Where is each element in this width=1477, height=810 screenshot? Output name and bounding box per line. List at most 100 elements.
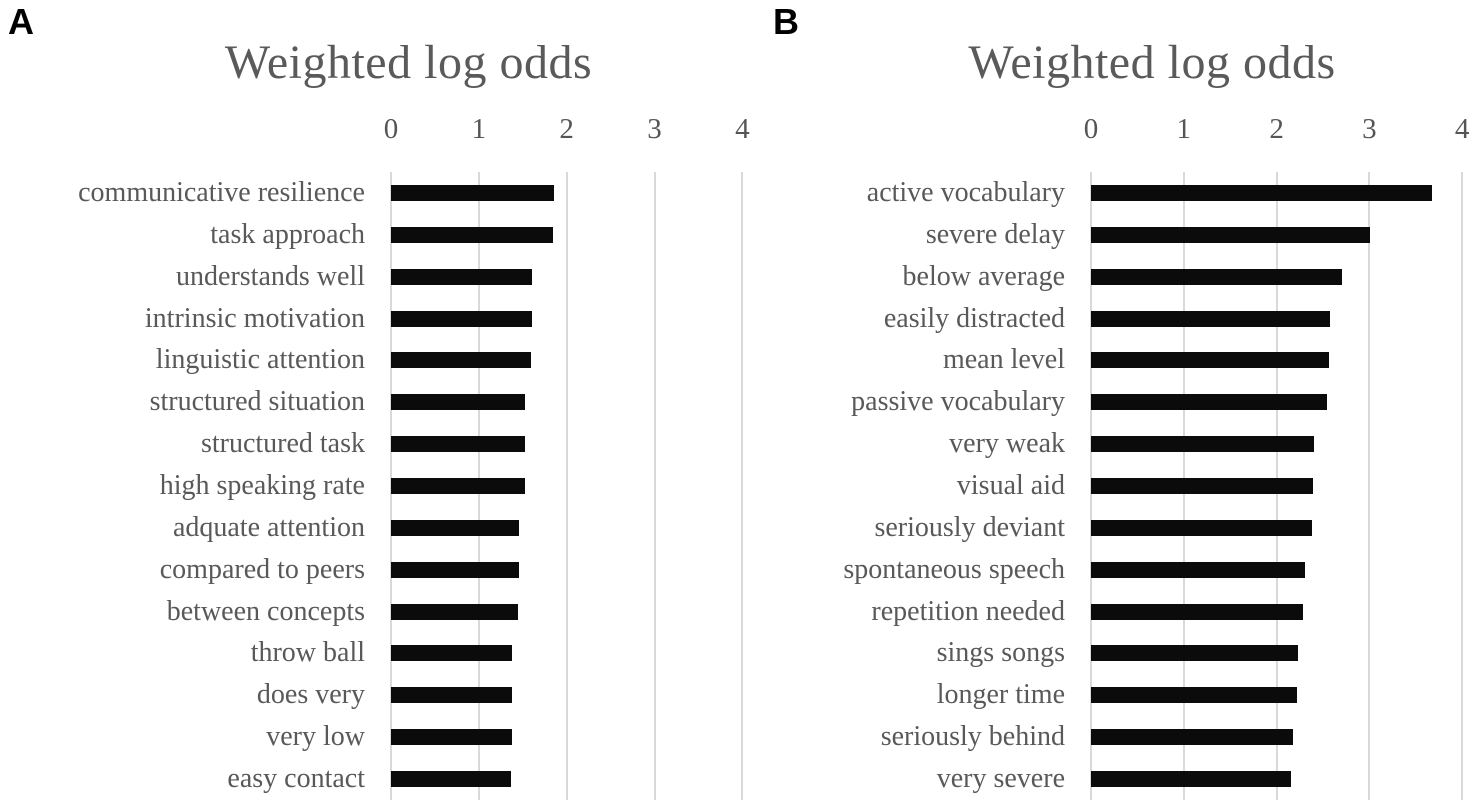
x-axis-tick-label: 0 bbox=[1083, 113, 1099, 145]
bar-row: passive vocabulary bbox=[745, 381, 1477, 423]
bar-row: understands well bbox=[0, 256, 745, 298]
bar-area bbox=[391, 465, 745, 507]
category-label: visual aid bbox=[956, 469, 1065, 501]
x-axis-tick-label: 3 bbox=[1362, 113, 1377, 145]
bar-area bbox=[1091, 758, 1477, 800]
category-label: spontaneous speech bbox=[843, 553, 1065, 585]
category-label: throw ball bbox=[250, 637, 365, 669]
plot-area-a: communicative resilience task approach und… bbox=[0, 172, 745, 800]
bar bbox=[1091, 729, 1294, 746]
category-label: between concepts bbox=[166, 595, 365, 627]
bar-row: does very bbox=[0, 674, 745, 716]
bar-area bbox=[1091, 549, 1477, 591]
axis-label-spacer bbox=[0, 106, 391, 152]
bar-area bbox=[1091, 214, 1477, 256]
bar-area bbox=[391, 423, 745, 465]
category-label: active vocabulary bbox=[866, 176, 1065, 208]
bar bbox=[1091, 394, 1327, 411]
bar bbox=[391, 394, 526, 411]
panel-a: A Weighted log odds 0 1 2 3 4 communicative … bbox=[0, 4, 750, 800]
category-label: adquate attention bbox=[172, 511, 365, 543]
bar-row: throw ball bbox=[0, 632, 745, 674]
bar-row: linguistic attention bbox=[0, 339, 745, 381]
chart-title-b: Weighted log odds bbox=[968, 36, 1336, 89]
bar-row: longer time bbox=[745, 674, 1477, 716]
bar-row: communicative resilience bbox=[0, 172, 745, 214]
bar-row: seriously deviant bbox=[745, 507, 1477, 549]
category-label: compared to peers bbox=[159, 553, 365, 585]
bar-area bbox=[1091, 465, 1477, 507]
x-axis-tick-label: 0 bbox=[383, 113, 399, 145]
bar-rows: communicative resilience task approach und… bbox=[0, 172, 745, 800]
category-label: does very bbox=[256, 679, 365, 711]
bar-area bbox=[1091, 339, 1477, 381]
bar-row: very severe bbox=[745, 758, 1477, 800]
x-axis-b: 0 1 2 3 4 bbox=[745, 106, 1477, 152]
bar-row: mean level bbox=[745, 339, 1477, 381]
category-label: very weak bbox=[949, 428, 1065, 460]
bar-area bbox=[391, 214, 745, 256]
plot-area-b: active vocabulary severe delay below avera… bbox=[745, 172, 1477, 800]
bar-row: task approach bbox=[0, 214, 745, 256]
bar-area bbox=[1091, 298, 1477, 340]
bar bbox=[391, 184, 554, 201]
bar-area bbox=[391, 758, 745, 800]
bar-row: severe delay bbox=[745, 214, 1477, 256]
bar-area bbox=[391, 591, 745, 633]
bar-area bbox=[391, 549, 745, 591]
bar-row: repetition needed bbox=[745, 591, 1477, 633]
bar-row: easily distracted bbox=[745, 298, 1477, 340]
bar-area bbox=[391, 507, 745, 549]
bar bbox=[391, 645, 513, 662]
bar bbox=[1091, 352, 1330, 369]
bar-area bbox=[1091, 632, 1477, 674]
x-axis-tick-label: 1 bbox=[471, 113, 487, 145]
bar bbox=[391, 729, 513, 746]
category-label: easily distracted bbox=[883, 302, 1065, 334]
chart-title-a: Weighted log odds bbox=[224, 36, 593, 89]
bar-row: seriously behind bbox=[745, 716, 1477, 758]
bar-row: between concepts bbox=[0, 591, 745, 633]
x-axis-tick-label: 2 bbox=[559, 113, 574, 145]
x-axis-tick-label: 4 bbox=[735, 113, 750, 145]
bar-row: intrinsic motivation bbox=[0, 298, 745, 340]
bar-area bbox=[391, 256, 745, 298]
bar bbox=[391, 226, 553, 243]
bar-row: very weak bbox=[745, 423, 1477, 465]
gridline bbox=[565, 172, 568, 800]
bar-area bbox=[1091, 716, 1477, 758]
category-label: communicative resilience bbox=[78, 176, 365, 208]
bar-area bbox=[1091, 423, 1477, 465]
bar-area bbox=[391, 339, 745, 381]
bar bbox=[1091, 436, 1314, 453]
bar bbox=[1091, 477, 1313, 494]
bar-row: spontaneous speech bbox=[745, 549, 1477, 591]
bar bbox=[1091, 184, 1432, 201]
category-label: sings songs bbox=[936, 637, 1065, 669]
bar-row: adquate attention bbox=[0, 507, 745, 549]
category-label: mean level bbox=[942, 344, 1065, 376]
bar-area bbox=[1091, 381, 1477, 423]
x-axis-tick-label: 3 bbox=[647, 113, 662, 145]
bar-row: easy contact bbox=[0, 758, 745, 800]
bar-row: below average bbox=[745, 256, 1477, 298]
bar-area bbox=[391, 674, 745, 716]
category-label: high speaking rate bbox=[159, 469, 365, 501]
category-label: longer time bbox=[936, 679, 1065, 711]
bar-area bbox=[391, 172, 745, 214]
axis-label-spacer bbox=[745, 106, 1091, 152]
x-axis-a: 0 1 2 3 4 bbox=[0, 106, 750, 152]
bar-row: compared to peers bbox=[0, 549, 745, 591]
category-label: structured situation bbox=[149, 386, 365, 418]
bar bbox=[391, 352, 531, 369]
bar-row: structured task bbox=[0, 423, 745, 465]
bar-row: very low bbox=[0, 716, 745, 758]
bar bbox=[391, 561, 520, 578]
bar-area bbox=[1091, 256, 1477, 298]
bar-area bbox=[1091, 507, 1477, 549]
category-label: understands well bbox=[176, 260, 365, 292]
category-label: very severe bbox=[936, 762, 1065, 794]
bar bbox=[1091, 226, 1371, 243]
bar bbox=[1091, 268, 1342, 285]
category-label: seriously deviant bbox=[874, 511, 1065, 543]
